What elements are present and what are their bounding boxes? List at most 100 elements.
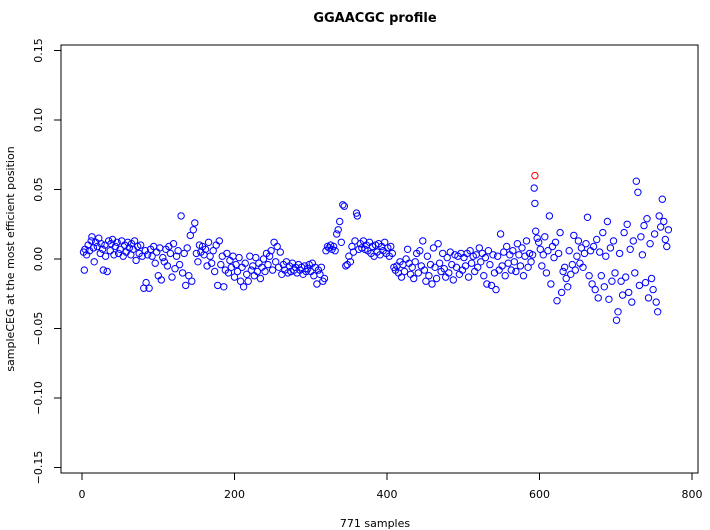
y-tick-label: −0.15 <box>32 451 45 485</box>
data-point <box>88 233 96 241</box>
data-point <box>483 280 491 288</box>
data-point <box>570 231 578 240</box>
data-point <box>467 259 476 267</box>
data-point <box>320 274 329 283</box>
data-point <box>440 265 448 273</box>
data-point <box>346 258 355 266</box>
data-point <box>567 270 575 278</box>
data-point <box>214 281 222 290</box>
data-point <box>531 171 539 180</box>
x-tick-label: 800 <box>682 488 703 501</box>
y-axis-label: sampleCEG at the most efficient position <box>4 146 17 371</box>
data-point <box>188 277 196 285</box>
data-point <box>632 177 640 185</box>
x-tick-label: 0 <box>79 488 86 501</box>
data-point <box>606 244 615 252</box>
data-point <box>99 266 108 274</box>
data-point <box>554 249 563 258</box>
y-tick-label: −0.05 <box>32 312 45 346</box>
data-point <box>331 247 339 255</box>
data-point <box>588 280 596 288</box>
data-point <box>510 258 518 266</box>
data-point <box>387 242 395 251</box>
data-point <box>638 251 647 259</box>
data-point <box>342 262 350 270</box>
data-point <box>410 274 418 283</box>
data-point <box>449 276 457 284</box>
data-point <box>615 249 624 258</box>
data-point <box>480 272 488 280</box>
data-point <box>142 278 150 287</box>
data-point <box>329 242 338 251</box>
data-point <box>600 283 608 291</box>
data-point <box>230 273 239 281</box>
data-point <box>660 217 668 226</box>
data-point <box>583 213 592 222</box>
data-point <box>264 260 272 269</box>
data-point <box>644 294 653 302</box>
data-point <box>661 235 669 244</box>
data-point <box>655 212 663 220</box>
data-point <box>445 269 453 277</box>
data-point <box>573 252 581 260</box>
data-point <box>116 245 124 254</box>
data-point <box>545 212 554 220</box>
x-tick-label: 400 <box>377 488 398 501</box>
data-point <box>137 241 145 249</box>
plot-frame <box>60 44 699 474</box>
data-point <box>143 251 152 259</box>
data-point <box>501 272 509 280</box>
data-point <box>464 273 473 281</box>
data-point <box>503 242 511 251</box>
data-point <box>474 263 482 271</box>
data-point <box>602 252 610 260</box>
data-point <box>562 274 570 283</box>
data-point <box>527 258 535 266</box>
data-point <box>178 269 187 277</box>
data-point <box>484 247 493 255</box>
data-point <box>276 248 284 256</box>
data-point <box>189 226 198 234</box>
data-point <box>629 237 637 245</box>
data-point <box>211 267 219 276</box>
data-point <box>493 252 502 260</box>
data-point <box>431 263 439 271</box>
data-point <box>103 267 111 276</box>
data-point <box>434 240 442 248</box>
data-point <box>172 252 181 260</box>
data-point <box>532 227 540 235</box>
data-point <box>125 244 134 252</box>
data-point <box>475 244 483 252</box>
data-point <box>261 267 269 276</box>
data-point <box>481 253 490 262</box>
data-point <box>130 237 139 245</box>
data-point <box>609 237 618 245</box>
data-point <box>313 280 321 288</box>
data-point <box>340 202 348 210</box>
data-point <box>233 267 242 276</box>
data-point <box>175 260 184 269</box>
data-point <box>622 273 630 281</box>
data-point <box>489 251 497 259</box>
data-point <box>663 242 671 251</box>
data-point <box>414 269 422 277</box>
data-point <box>524 263 532 271</box>
data-point <box>244 277 252 285</box>
y-tick-label: 0.05 <box>32 177 45 202</box>
data-point <box>209 247 217 255</box>
data-point <box>422 277 430 285</box>
data-point <box>159 253 167 262</box>
data-point <box>98 245 107 254</box>
y-axis: −0.15 −0.10 −0.05 0.00 0.05 0.10 0.15 <box>32 38 62 485</box>
data-point <box>571 266 579 274</box>
data-point <box>623 220 631 229</box>
data-point <box>641 278 650 287</box>
data-point <box>191 219 199 227</box>
data-point <box>138 252 146 260</box>
data-point <box>145 284 153 292</box>
data-point <box>550 253 558 262</box>
data-point <box>432 274 441 283</box>
data-point <box>477 258 485 266</box>
data-point <box>194 258 202 266</box>
data-point <box>90 258 98 266</box>
